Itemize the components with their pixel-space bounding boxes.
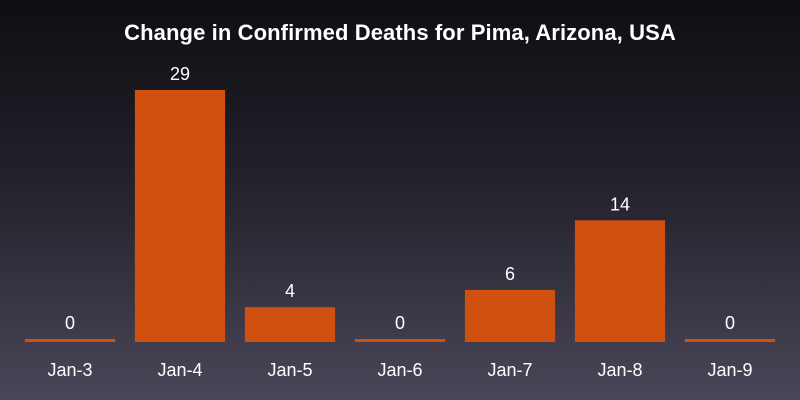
data-label-jan-7: 6 bbox=[505, 264, 515, 284]
data-label-jan-5: 4 bbox=[285, 281, 295, 301]
data-label-jan-8: 14 bbox=[610, 194, 630, 214]
data-label-jan-3: 0 bbox=[65, 313, 75, 333]
x-tick-label-jan-8: Jan-8 bbox=[597, 360, 642, 380]
x-tick-label-jan-5: Jan-5 bbox=[267, 360, 312, 380]
bar-jan-5 bbox=[244, 307, 336, 342]
data-label-jan-4: 29 bbox=[170, 64, 190, 84]
x-tick-label-jan-9: Jan-9 bbox=[707, 360, 752, 380]
data-label-jan-6: 0 bbox=[395, 313, 405, 333]
bar-jan-6 bbox=[354, 339, 446, 342]
bar-jan-4 bbox=[134, 90, 226, 342]
x-tick-label-jan-6: Jan-6 bbox=[377, 360, 422, 380]
bar-jan-8 bbox=[574, 220, 666, 342]
bar-jan-7 bbox=[464, 289, 556, 342]
data-label-jan-9: 0 bbox=[725, 313, 735, 333]
bar-jan-9 bbox=[684, 339, 776, 342]
chart-title: Change in Confirmed Deaths for Pima, Ari… bbox=[124, 20, 676, 45]
bar-jan-3 bbox=[24, 339, 116, 342]
x-tick-label-jan-4: Jan-4 bbox=[157, 360, 202, 380]
x-tick-label-jan-3: Jan-3 bbox=[47, 360, 92, 380]
x-tick-label-jan-7: Jan-7 bbox=[487, 360, 532, 380]
